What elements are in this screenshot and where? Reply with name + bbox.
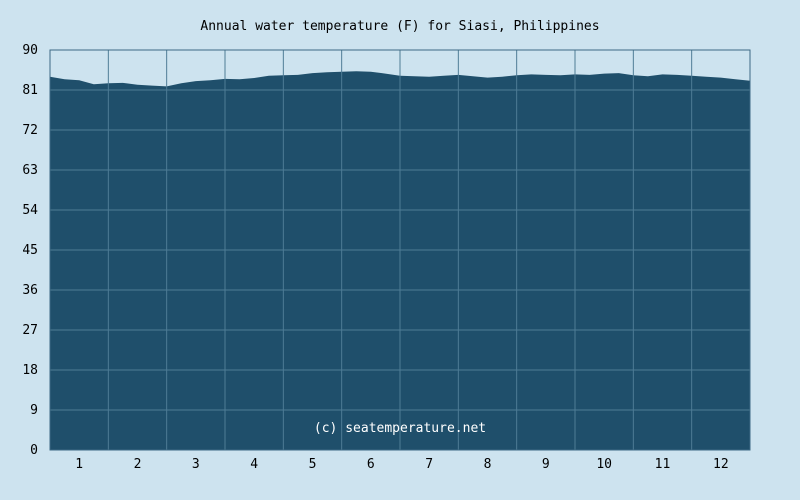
y-tick-label: 36 [22,283,38,298]
x-tick-label: 12 [713,457,729,472]
y-tick-label: 45 [22,243,38,258]
y-tick-label: 0 [30,443,38,458]
plot-frame [49,49,751,451]
y-tick-label: 27 [22,323,38,338]
y-tick-label: 9 [30,403,38,418]
y-tick-label: 63 [22,163,38,178]
x-tick-label: 9 [542,457,550,472]
x-tick-label: 1 [75,457,83,472]
chart-title: Annual water temperature (F) for Siasi, … [200,19,600,34]
x-tick-label: 7 [425,457,433,472]
y-tick-label: 18 [22,363,38,378]
y-tick-label: 81 [22,83,38,98]
x-tick-label: 2 [134,457,142,472]
copyright-annotation: (c) seatemperature.net [314,421,486,436]
x-tick-label: 5 [309,457,317,472]
y-tick-label: 54 [22,203,38,218]
x-tick-label: 10 [596,457,612,472]
x-tick-label: 4 [250,457,258,472]
x-tick-label: 11 [655,457,671,472]
y-tick-label: 90 [22,43,38,58]
y-tick-label: 72 [22,123,38,138]
x-tick-label: 6 [367,457,375,472]
x-tick-label: 8 [484,457,492,472]
x-tick-label: 3 [192,457,200,472]
